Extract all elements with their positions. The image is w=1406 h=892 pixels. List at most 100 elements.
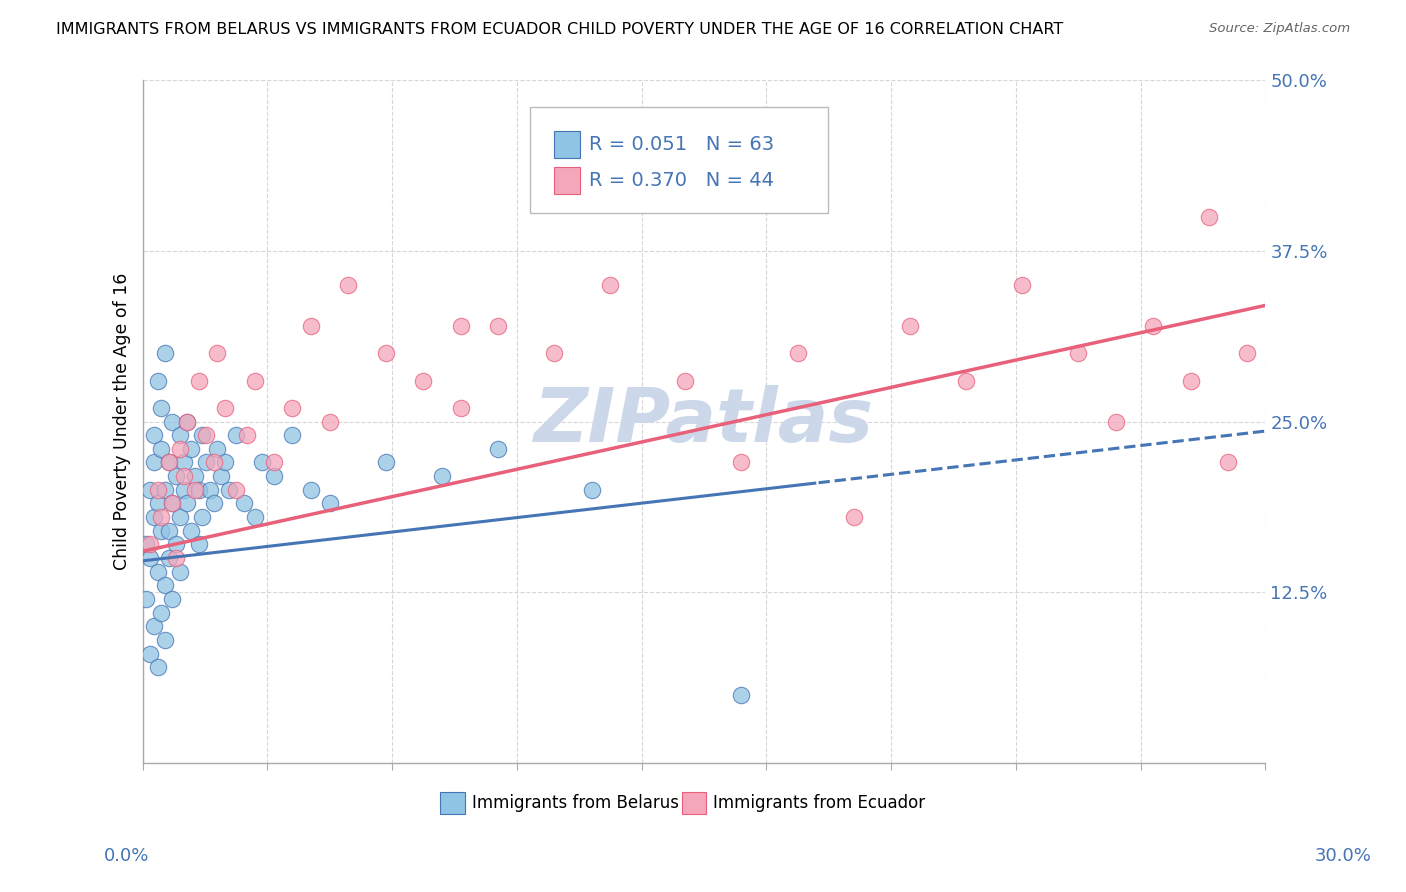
Point xyxy=(225,483,247,497)
Point xyxy=(263,455,285,469)
Text: Immigrants from Ecuador: Immigrants from Ecuador xyxy=(713,795,925,813)
Bar xyxy=(440,792,465,814)
Point xyxy=(187,537,209,551)
Point xyxy=(153,578,176,592)
Point xyxy=(153,633,176,648)
Text: 0.0%: 0.0% xyxy=(104,847,149,865)
Point xyxy=(191,428,214,442)
Point xyxy=(173,455,195,469)
Point xyxy=(150,401,173,415)
Point xyxy=(150,606,173,620)
Point xyxy=(162,592,184,607)
Text: Immigrants from Belarus: Immigrants from Belarus xyxy=(471,795,679,813)
Point xyxy=(176,415,198,429)
Point xyxy=(157,455,180,469)
Point xyxy=(191,510,214,524)
Point xyxy=(1067,346,1090,360)
Point xyxy=(162,496,184,510)
Point xyxy=(202,496,225,510)
Point xyxy=(337,277,360,292)
Point xyxy=(1011,277,1033,292)
Point xyxy=(673,374,696,388)
Point xyxy=(157,524,180,538)
Point xyxy=(146,374,169,388)
Point xyxy=(165,537,187,551)
Point xyxy=(146,483,169,497)
Point xyxy=(1105,415,1128,429)
Point xyxy=(955,374,977,388)
Point xyxy=(299,318,322,333)
Point xyxy=(180,524,202,538)
Point xyxy=(299,483,322,497)
Point xyxy=(157,455,180,469)
Text: IMMIGRANTS FROM BELARUS VS IMMIGRANTS FROM ECUADOR CHILD POVERTY UNDER THE AGE O: IMMIGRANTS FROM BELARUS VS IMMIGRANTS FR… xyxy=(56,22,1063,37)
Point xyxy=(153,483,176,497)
Bar xyxy=(554,130,581,158)
Point xyxy=(162,415,184,429)
Bar xyxy=(554,167,581,194)
Point xyxy=(195,428,218,442)
Point xyxy=(599,277,621,292)
Point xyxy=(207,346,229,360)
Point xyxy=(169,510,191,524)
Point xyxy=(198,483,221,497)
Point xyxy=(430,469,453,483)
Point xyxy=(142,455,165,469)
Y-axis label: Child Poverty Under the Age of 16: Child Poverty Under the Age of 16 xyxy=(114,273,131,570)
Point xyxy=(150,510,173,524)
Point xyxy=(153,346,176,360)
Text: 30.0%: 30.0% xyxy=(1315,847,1371,865)
Point xyxy=(169,565,191,579)
Point xyxy=(252,455,274,469)
Point xyxy=(180,442,202,456)
Point xyxy=(232,496,254,510)
Point xyxy=(786,346,808,360)
Point xyxy=(450,401,472,415)
Point xyxy=(139,647,162,661)
Point xyxy=(730,455,752,469)
Point xyxy=(176,415,198,429)
Point xyxy=(202,455,225,469)
Point xyxy=(236,428,259,442)
Point xyxy=(898,318,921,333)
Point xyxy=(176,496,198,510)
Point xyxy=(243,510,266,524)
Point xyxy=(162,496,184,510)
Point xyxy=(142,619,165,633)
Point xyxy=(209,469,232,483)
Point xyxy=(214,455,236,469)
Point xyxy=(165,469,187,483)
Text: R = 0.370   N = 44: R = 0.370 N = 44 xyxy=(589,171,775,190)
Point xyxy=(146,660,169,674)
Point xyxy=(768,155,790,169)
Point xyxy=(195,455,218,469)
Point xyxy=(135,537,157,551)
Point xyxy=(374,346,396,360)
Point xyxy=(1216,455,1239,469)
Point xyxy=(142,510,165,524)
Point xyxy=(486,442,509,456)
Point xyxy=(157,551,180,566)
Point xyxy=(187,483,209,497)
Point xyxy=(263,469,285,483)
Point xyxy=(842,510,865,524)
Point xyxy=(412,374,434,388)
Point xyxy=(374,455,396,469)
Point xyxy=(207,442,229,456)
Text: Source: ZipAtlas.com: Source: ZipAtlas.com xyxy=(1209,22,1350,36)
Point xyxy=(184,469,207,483)
Point xyxy=(146,496,169,510)
Point xyxy=(486,318,509,333)
Point xyxy=(581,483,603,497)
Point xyxy=(169,442,191,456)
Point xyxy=(225,428,247,442)
Point xyxy=(1142,318,1164,333)
Point xyxy=(318,415,340,429)
Point xyxy=(1236,346,1258,360)
Point xyxy=(139,483,162,497)
Point xyxy=(730,688,752,702)
Point xyxy=(243,374,266,388)
Point xyxy=(165,551,187,566)
Point xyxy=(187,374,209,388)
Text: R = 0.051   N = 63: R = 0.051 N = 63 xyxy=(589,135,775,153)
